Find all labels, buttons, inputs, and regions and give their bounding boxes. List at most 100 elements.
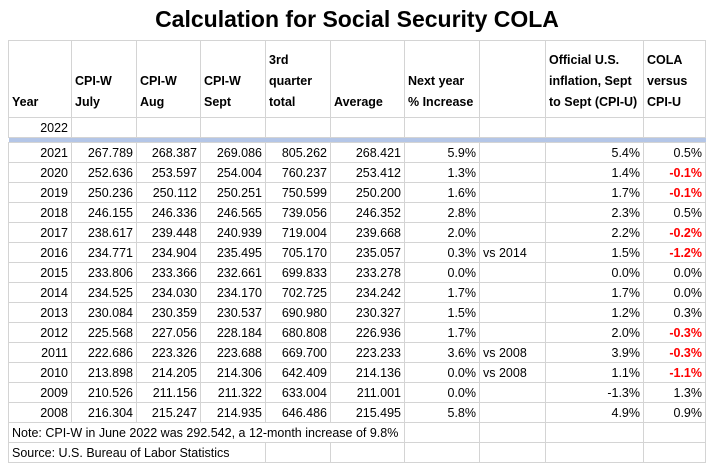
- cell-next-year-increase[interactable]: 1.7%: [404, 322, 480, 343]
- header-blank[interactable]: [479, 40, 546, 118]
- cell-cpiw-aug[interactable]: 268.387: [136, 142, 201, 163]
- cell-cpiw-sept[interactable]: 232.661: [200, 262, 266, 283]
- cell-next-year-increase[interactable]: 1.6%: [404, 182, 480, 203]
- empty-cell[interactable]: [136, 117, 201, 138]
- empty-cell[interactable]: [479, 422, 546, 443]
- cell-average[interactable]: 268.421: [330, 142, 405, 163]
- cell-average[interactable]: 253.412: [330, 162, 405, 183]
- cell-official-inflation[interactable]: 5.4%: [545, 142, 644, 163]
- cell-next-year-increase[interactable]: 0.0%: [404, 382, 480, 403]
- header-cpiw-sept[interactable]: CPI-W Sept: [200, 40, 266, 118]
- cell-cola-vs-cpiu[interactable]: -0.2%: [643, 222, 706, 243]
- cell-next-year-increase[interactable]: 1.7%: [404, 282, 480, 303]
- cell-cpiw-sept[interactable]: 211.322: [200, 382, 266, 403]
- cell-cpiw-aug[interactable]: 230.359: [136, 302, 201, 323]
- cell-cola-vs-cpiu[interactable]: -0.1%: [643, 162, 706, 183]
- cell-cpiw-sept[interactable]: 246.565: [200, 202, 266, 223]
- cell-cpiw-july[interactable]: 234.771: [71, 242, 137, 263]
- cell-year[interactable]: 2019: [8, 182, 72, 203]
- cell-cpiw-aug[interactable]: 234.030: [136, 282, 201, 303]
- cell-q3-total[interactable]: 633.004: [265, 382, 331, 403]
- cell-cola-vs-cpiu[interactable]: 0.0%: [643, 262, 706, 283]
- cell-year[interactable]: 2013: [8, 302, 72, 323]
- cell-official-inflation[interactable]: 1.7%: [545, 282, 644, 303]
- cell-year[interactable]: 2014: [8, 282, 72, 303]
- cell-cpiw-july[interactable]: 222.686: [71, 342, 137, 363]
- cell-cpiw-july[interactable]: 216.304: [71, 402, 137, 423]
- cell-cpiw-july[interactable]: 230.084: [71, 302, 137, 323]
- cell-cola-vs-cpiu[interactable]: 0.3%: [643, 302, 706, 323]
- empty-cell[interactable]: [643, 442, 706, 463]
- cell-cpiw-aug[interactable]: 211.156: [136, 382, 201, 403]
- source-text[interactable]: Source: U.S. Bureau of Labor Statistics: [8, 442, 266, 463]
- cell-cpiw-sept[interactable]: 269.086: [200, 142, 266, 163]
- cell-cpiw-aug[interactable]: 233.366: [136, 262, 201, 283]
- cell-next-year-increase[interactable]: 0.0%: [404, 262, 480, 283]
- note-text[interactable]: Note: CPI-W in June 2022 was 292.542, a …: [8, 422, 405, 443]
- cell-comparison-note[interactable]: [479, 302, 546, 323]
- cell-official-inflation[interactable]: 1.5%: [545, 242, 644, 263]
- cell-year[interactable]: 2018: [8, 202, 72, 223]
- cell-cpiw-july[interactable]: 233.806: [71, 262, 137, 283]
- cell-cpiw-aug[interactable]: 227.056: [136, 322, 201, 343]
- header-year[interactable]: Year: [8, 40, 72, 118]
- cell-q3-total[interactable]: 750.599: [265, 182, 331, 203]
- cell-cpiw-sept[interactable]: 235.495: [200, 242, 266, 263]
- cell-cpiw-sept[interactable]: 230.537: [200, 302, 266, 323]
- cell-average[interactable]: 230.327: [330, 302, 405, 323]
- cell-next-year-increase[interactable]: 0.3%: [404, 242, 480, 263]
- empty-cell[interactable]: [71, 117, 137, 138]
- cell-comparison-note[interactable]: [479, 182, 546, 203]
- cell-comparison-note[interactable]: vs 2008: [479, 362, 546, 383]
- empty-cell[interactable]: [265, 117, 331, 138]
- header-cola-vs-cpiu[interactable]: COLA versus CPI-U: [643, 40, 706, 118]
- empty-cell[interactable]: [404, 117, 480, 138]
- header-cpiw-july[interactable]: CPI-W July: [71, 40, 137, 118]
- cell-cpiw-sept[interactable]: 254.004: [200, 162, 266, 183]
- header-average[interactable]: Average: [330, 40, 405, 118]
- empty-cell[interactable]: [200, 117, 266, 138]
- header-cpiw-aug[interactable]: CPI-W Aug: [136, 40, 201, 118]
- cell-official-inflation[interactable]: 3.9%: [545, 342, 644, 363]
- cell-q3-total[interactable]: 739.056: [265, 202, 331, 223]
- cell-comparison-note[interactable]: [479, 322, 546, 343]
- cell-official-inflation[interactable]: 4.9%: [545, 402, 644, 423]
- cell-comparison-note[interactable]: [479, 142, 546, 163]
- empty-cell[interactable]: [330, 442, 405, 463]
- cell-cpiw-aug[interactable]: 223.326: [136, 342, 201, 363]
- cell-cpiw-aug[interactable]: 214.205: [136, 362, 201, 383]
- cell-year[interactable]: 2008: [8, 402, 72, 423]
- cell-cpiw-aug[interactable]: 239.448: [136, 222, 201, 243]
- empty-cell[interactable]: [404, 442, 480, 463]
- cell-year[interactable]: 2016: [8, 242, 72, 263]
- cell-cpiw-july[interactable]: 210.526: [71, 382, 137, 403]
- cell-comparison-note[interactable]: [479, 222, 546, 243]
- cell-year[interactable]: 2020: [8, 162, 72, 183]
- cell-average[interactable]: 250.200: [330, 182, 405, 203]
- cell-comparison-note[interactable]: [479, 402, 546, 423]
- cell-cpiw-sept[interactable]: 214.935: [200, 402, 266, 423]
- cell-year[interactable]: 2017: [8, 222, 72, 243]
- cell-q3-total[interactable]: 705.170: [265, 242, 331, 263]
- cell-cola-vs-cpiu[interactable]: -1.1%: [643, 362, 706, 383]
- cell-cola-vs-cpiu[interactable]: -0.1%: [643, 182, 706, 203]
- cell-year[interactable]: 2011: [8, 342, 72, 363]
- cell-next-year-increase[interactable]: 1.3%: [404, 162, 480, 183]
- cell-q3-total[interactable]: 646.486: [265, 402, 331, 423]
- cell-cola-vs-cpiu[interactable]: -0.3%: [643, 322, 706, 343]
- cell-official-inflation[interactable]: -1.3%: [545, 382, 644, 403]
- cell-year[interactable]: 2021: [8, 142, 72, 163]
- cell-cola-vs-cpiu[interactable]: 0.5%: [643, 202, 706, 223]
- cell-next-year-increase[interactable]: 5.9%: [404, 142, 480, 163]
- cell-cpiw-sept[interactable]: 214.306: [200, 362, 266, 383]
- cell-cpiw-sept[interactable]: 250.251: [200, 182, 266, 203]
- cell-cpiw-aug[interactable]: 246.336: [136, 202, 201, 223]
- empty-cell[interactable]: [643, 422, 706, 443]
- empty-cell[interactable]: [330, 117, 405, 138]
- cell-next-year-increase[interactable]: 2.0%: [404, 222, 480, 243]
- cell-cola-vs-cpiu[interactable]: 1.3%: [643, 382, 706, 403]
- empty-cell[interactable]: [404, 422, 480, 443]
- cell-average[interactable]: 233.278: [330, 262, 405, 283]
- cell-official-inflation[interactable]: 1.2%: [545, 302, 644, 323]
- cell-cpiw-july[interactable]: 246.155: [71, 202, 137, 223]
